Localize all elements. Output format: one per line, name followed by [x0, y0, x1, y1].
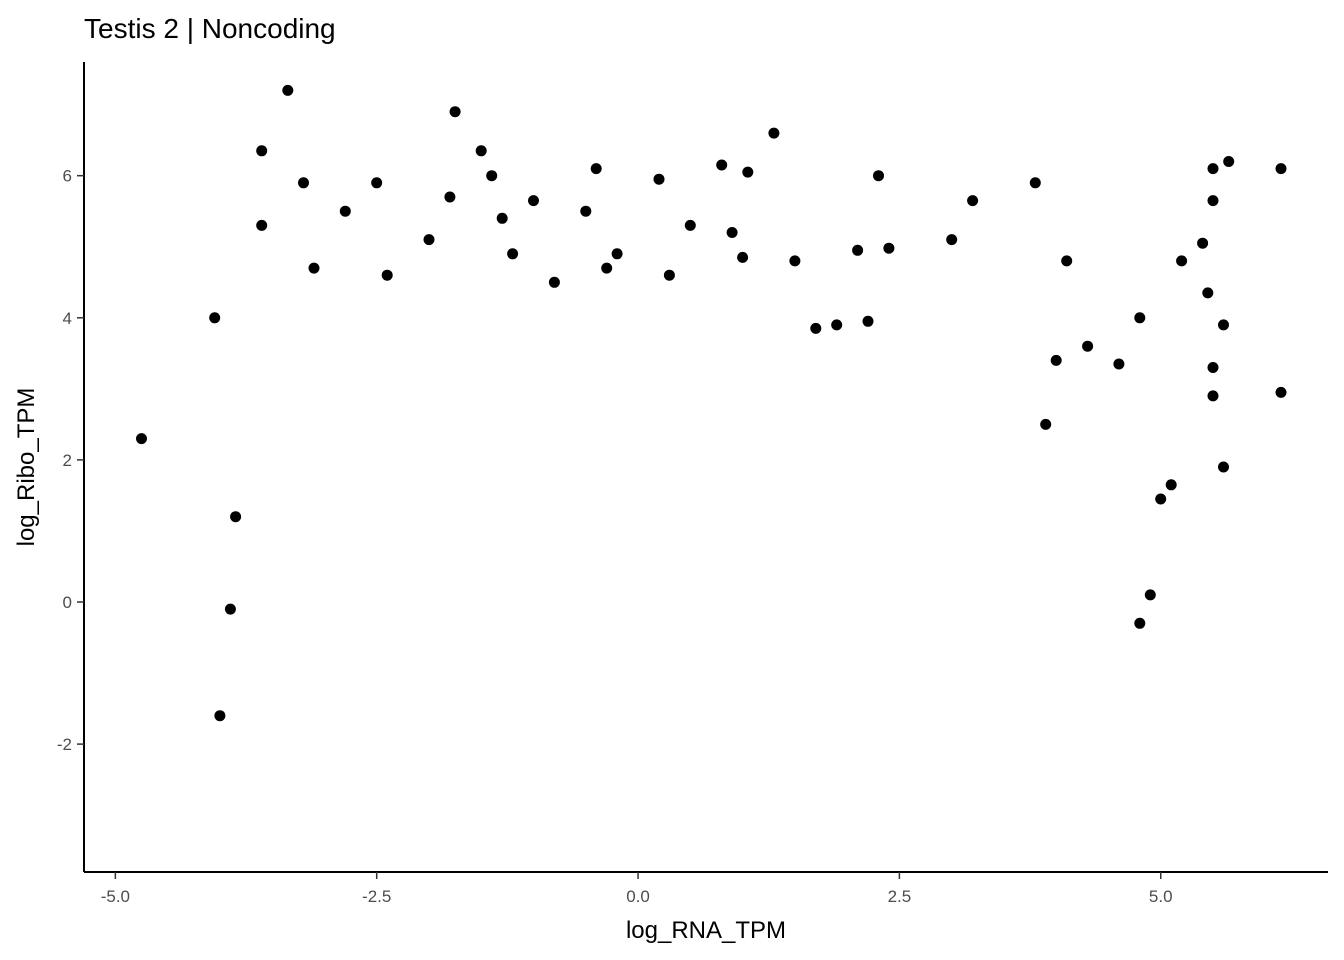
data-point — [684, 219, 696, 231]
data-point — [1207, 163, 1219, 175]
x-tick-label: 2.5 — [888, 887, 912, 906]
y-tick-label: 4 — [63, 309, 72, 328]
data-point — [1275, 386, 1287, 398]
data-point — [883, 242, 895, 254]
data-point — [1061, 255, 1073, 267]
data-point — [371, 177, 383, 189]
data-point — [475, 145, 487, 157]
data-point — [1176, 255, 1188, 267]
data-point — [1223, 156, 1235, 167]
data-point — [789, 255, 801, 267]
chart-title: Testis 2 | Noncoding — [84, 13, 336, 44]
data-point — [444, 191, 456, 203]
data-point — [1050, 354, 1062, 366]
y-tick-label: -2 — [57, 735, 72, 754]
data-point — [580, 205, 592, 217]
data-point — [768, 127, 780, 139]
data-point — [590, 163, 602, 175]
data-point — [737, 251, 749, 263]
data-point — [1113, 358, 1125, 370]
data-point — [507, 248, 519, 260]
points-layer — [136, 84, 1287, 722]
data-point — [1275, 163, 1287, 175]
data-point — [810, 322, 822, 334]
data-point — [716, 159, 728, 171]
data-point — [1197, 237, 1209, 249]
data-point — [1082, 340, 1094, 352]
data-point — [1202, 287, 1214, 299]
y-tick-label: 6 — [63, 167, 72, 186]
data-point — [1165, 479, 1177, 491]
data-point — [449, 106, 461, 118]
data-point — [967, 195, 979, 207]
data-point — [726, 227, 738, 238]
y-tick-label: 2 — [63, 451, 72, 470]
data-point — [136, 433, 147, 445]
data-point — [601, 262, 613, 274]
y-tick-label: 0 — [63, 593, 72, 612]
data-point — [946, 234, 958, 246]
data-point — [873, 170, 884, 182]
y-ticks-layer: -2 0 2 4 6 — [57, 167, 84, 754]
data-point — [486, 170, 498, 182]
data-point — [256, 219, 268, 231]
data-point — [1207, 390, 1219, 402]
x-ticks-layer: -5.0 -2.5 0.0 2.5 5.0 — [101, 872, 1173, 906]
data-point — [1207, 362, 1219, 373]
data-point — [548, 276, 560, 288]
y-axis-title: log_Ribo_TPM — [13, 388, 40, 547]
data-point — [862, 315, 874, 327]
x-tick-label: 5.0 — [1149, 887, 1173, 906]
data-point — [381, 269, 393, 281]
data-point — [1155, 493, 1167, 505]
data-point — [653, 173, 665, 185]
data-point — [282, 84, 294, 96]
data-point — [1144, 589, 1156, 601]
data-point — [1218, 461, 1229, 473]
data-point — [298, 177, 309, 189]
x-tick-label: -2.5 — [362, 887, 391, 906]
data-point — [214, 710, 226, 722]
data-point — [1134, 617, 1146, 629]
data-point — [1134, 312, 1146, 324]
data-point — [224, 603, 236, 615]
data-point — [230, 511, 242, 523]
data-point — [831, 319, 843, 331]
data-point — [528, 195, 539, 207]
data-point — [1029, 177, 1041, 189]
data-point — [308, 262, 320, 274]
data-point — [1040, 418, 1052, 430]
data-point — [1207, 195, 1219, 207]
data-point — [1218, 319, 1229, 331]
data-point — [742, 166, 754, 178]
data-point — [256, 145, 268, 157]
data-point — [611, 248, 623, 260]
x-axis-title: log_RNA_TPM — [626, 917, 786, 944]
x-tick-label: 0.0 — [626, 887, 650, 906]
data-point — [339, 205, 351, 217]
data-point — [496, 212, 508, 224]
data-point — [663, 269, 675, 281]
data-point — [852, 244, 864, 256]
data-point — [209, 312, 221, 324]
x-tick-label: -5.0 — [101, 887, 130, 906]
data-point — [423, 234, 435, 246]
